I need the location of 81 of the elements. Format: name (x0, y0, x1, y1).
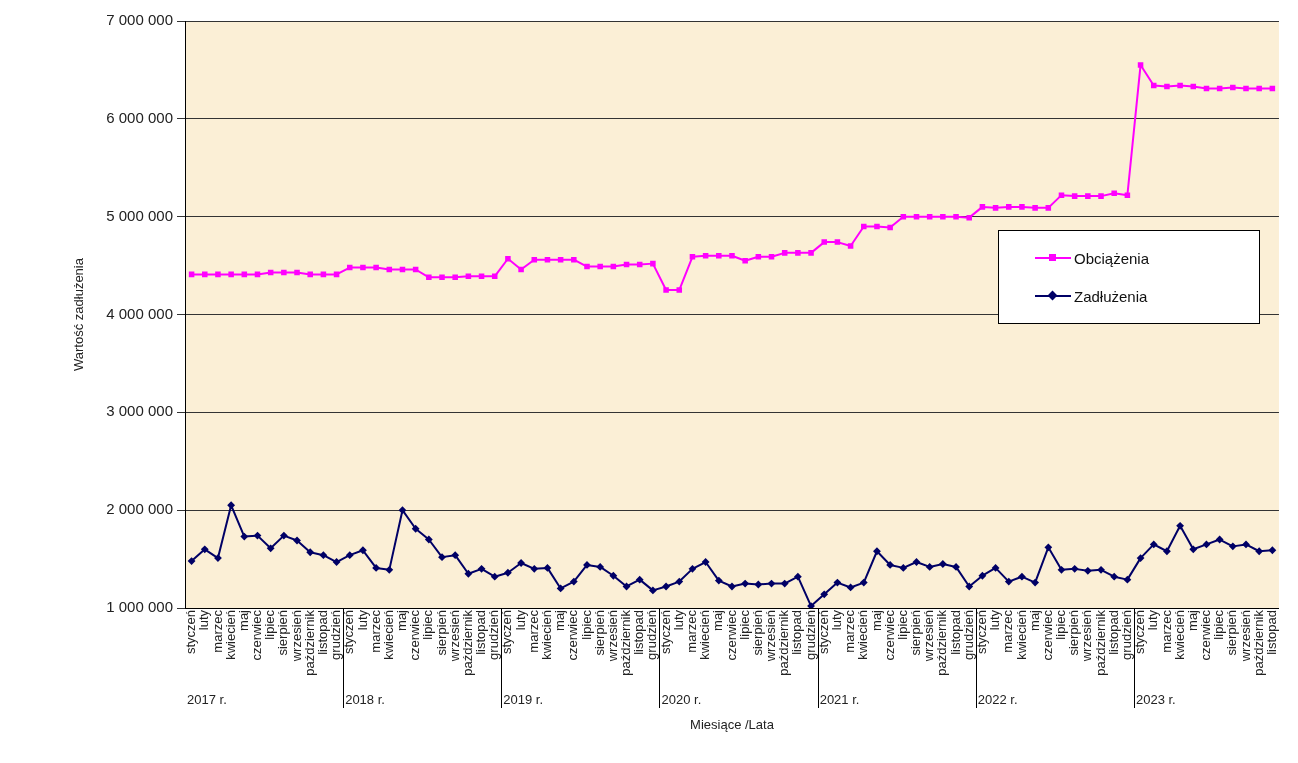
x-tick-label: styczeń (815, 610, 831, 655)
x-tick-label: maj (552, 609, 568, 631)
x-tick-label: sierpień (433, 610, 449, 656)
x-tick-label: lipiec (1053, 609, 1069, 640)
x-tick-label: luty (829, 609, 844, 631)
x-tick-label: listopad (1105, 610, 1121, 655)
x-tick-label: kwiecień (1013, 610, 1029, 660)
x-tick-label: czerwiec (1198, 609, 1214, 661)
x-tick-label: listopad (631, 610, 647, 655)
x-tick-label: wrzesień (763, 610, 779, 663)
x-tick-label: lipiec (420, 609, 436, 640)
y-tick-label: 2 000 000 (106, 500, 173, 518)
x-tick-label: styczeń (973, 610, 989, 655)
x-tick-label: sierpień (908, 610, 924, 656)
x-tick-label: sierpień (1066, 610, 1082, 656)
text: 2018 r. (345, 691, 385, 707)
x-tick-label: wrzesień (288, 610, 304, 663)
x-tick-label: maj (710, 609, 726, 631)
x-tick-label: kwiecień (380, 610, 396, 660)
x-tick-label: kwiecień (855, 610, 871, 660)
x-tick-label: kwiecień (1171, 610, 1187, 660)
x-tick-label: czerwiec (249, 609, 265, 661)
x-tick-label: październik (459, 609, 475, 676)
x-tick-label: listopad (473, 610, 489, 655)
x-tick-label: maj (1026, 609, 1042, 631)
y-axis-title: Wartość zadłużenia (71, 257, 87, 371)
x-tick-label: luty (987, 609, 1003, 631)
x-tick-label: listopad (947, 610, 963, 655)
x-tick-label: listopad (1263, 610, 1279, 655)
x-tick-label: wrzesień (921, 610, 937, 663)
x-tick-label: kwiecień (697, 610, 713, 660)
y-tick-label: 6 000 000 (106, 108, 173, 126)
x-tick-label: listopad (314, 610, 330, 655)
text: 2022 r. (977, 691, 1018, 707)
x-tick-label: lipiec (578, 609, 594, 640)
x-tick-label: maj (394, 609, 410, 631)
x-tick-label: luty (670, 609, 686, 631)
text: 2019 r. (503, 691, 544, 707)
x-tick-label: luty (196, 609, 212, 631)
x-tick-label: październik (1092, 609, 1108, 676)
x-tick-label: lipiec (1211, 609, 1227, 640)
x-tick-label: grudzień (328, 610, 344, 660)
x-tick-label: maj (235, 609, 251, 631)
x-tick-label: maj (868, 609, 884, 631)
text: 2020 r. (661, 691, 702, 707)
x-tick-label: luty (1145, 609, 1161, 631)
y-tick-label: 3 000 000 (106, 402, 173, 420)
x-tick-label: sierpień (275, 610, 291, 656)
x-tick-label: styczeń (1132, 610, 1148, 655)
y-tick-label: 5 000 000 (106, 206, 173, 224)
x-tick-label: październik (618, 609, 634, 676)
x-tick-label: wrzesień (1237, 610, 1253, 663)
y-tick-label: 4 000 000 (106, 304, 173, 322)
x-tick-label: wrzesień (1079, 610, 1095, 663)
x-tick-label: luty (512, 609, 528, 631)
y-tick-label: 7 000 000 (106, 11, 173, 29)
legend-label: Zadłużenia (1074, 287, 1148, 305)
x-tick-label: grudzień (486, 610, 502, 660)
x-tick-label: październik (1250, 609, 1266, 676)
x-tick-label: październik (301, 609, 317, 676)
x-tick-label: styczeń (183, 610, 199, 655)
x-tick-label: październik (776, 609, 792, 676)
x-axis-title: Miesiące /Lata (690, 716, 775, 732)
x-tick-label: czerwiec (407, 609, 423, 661)
text: 2017 r. (187, 691, 227, 707)
x-tick-label: styczeń (341, 610, 357, 655)
x-tick-label: lipiec (736, 609, 752, 640)
x-tick-label: luty (354, 609, 370, 631)
x-tick-label: maj (1184, 609, 1200, 631)
x-tick-label: sierpień (1224, 610, 1240, 656)
x-tick-label: styczeń (657, 610, 673, 655)
x-tick-label: lipiec (894, 609, 910, 640)
text: 2023 r. (1135, 691, 1176, 707)
y-tick-label: 1 000 000 (106, 598, 173, 616)
x-tick-label: kwiecień (539, 610, 555, 660)
x-tick-label: kwiecień (222, 610, 238, 660)
text: 2021 r. (819, 691, 860, 707)
x-tick-label: lipiec (262, 609, 278, 640)
legend-label: Obciążenia (1074, 249, 1150, 267)
x-tick-label: październik (934, 609, 950, 676)
x-tick-label: listopad (789, 610, 805, 655)
